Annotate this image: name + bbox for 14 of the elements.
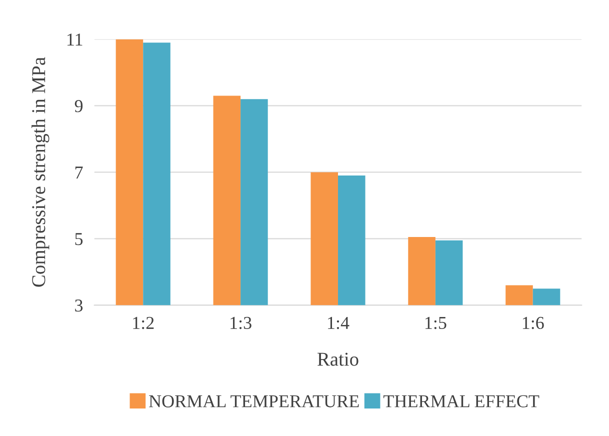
legend-label: NORMAL TEMPERATURE <box>149 395 359 408</box>
x-axis-title: Ratio <box>317 352 358 366</box>
x-tick-label: 1:3 <box>230 316 252 330</box>
y-tick-label: 7 <box>75 166 83 178</box>
x-tick-label: 1:5 <box>425 316 446 330</box>
x-tick-label: 1:4 <box>328 316 350 330</box>
y-tick-label: 11 <box>67 34 82 46</box>
y-tick-label: 3 <box>75 300 83 312</box>
y-tick-label: 9 <box>74 100 83 112</box>
x-tick-label: 1:6 <box>522 316 544 330</box>
y-axis-title: Compressive strength in MPa <box>32 57 50 287</box>
legend-label: THERMAL EFFECT <box>383 395 540 408</box>
x-tick-label: 1:2 <box>133 316 154 330</box>
y-tick-label: 5 <box>75 233 83 246</box>
